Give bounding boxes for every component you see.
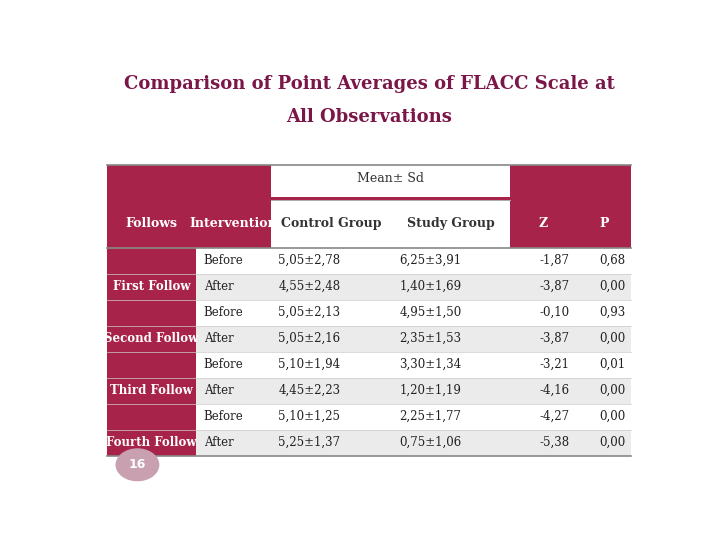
Text: -5,38: -5,38	[540, 436, 570, 449]
Text: Before: Before	[204, 410, 243, 423]
Circle shape	[116, 449, 158, 481]
Bar	[196, 352, 631, 377]
Text: Study Group: Study Group	[408, 217, 495, 231]
Text: 4,55±2,48: 4,55±2,48	[278, 280, 341, 293]
Text: P: P	[599, 217, 608, 231]
Text: 2,25±1,77: 2,25±1,77	[399, 410, 461, 423]
Bar	[196, 274, 631, 300]
Text: 0,00: 0,00	[600, 384, 626, 397]
Text: Z: Z	[539, 217, 548, 231]
Text: Fourth Follow: Fourth Follow	[106, 436, 197, 449]
Text: -0,10: -0,10	[540, 306, 570, 319]
Text: Third Follow: Third Follow	[110, 384, 193, 397]
Bar	[196, 377, 631, 404]
Bar	[196, 300, 631, 326]
Text: -3,87: -3,87	[540, 280, 570, 293]
Text: -1,87: -1,87	[540, 254, 570, 267]
Text: 0,93: 0,93	[600, 306, 626, 319]
Bar	[271, 165, 510, 197]
Bar	[107, 165, 631, 200]
Text: After: After	[204, 332, 233, 345]
Text: 4,45±2,23: 4,45±2,23	[278, 384, 341, 397]
Text: 0,00: 0,00	[600, 332, 626, 345]
Bar	[577, 200, 631, 248]
Text: Follows: Follows	[125, 217, 177, 231]
Text: 0,75±1,06: 0,75±1,06	[399, 436, 462, 449]
Text: -3,87: -3,87	[540, 332, 570, 345]
Text: All Observations: All Observations	[286, 109, 452, 126]
Text: 0,00: 0,00	[600, 280, 626, 293]
Text: 0,00: 0,00	[600, 410, 626, 423]
Text: 0,00: 0,00	[600, 436, 626, 449]
Text: 5,05±2,13: 5,05±2,13	[278, 306, 341, 319]
Text: After: After	[204, 384, 233, 397]
Text: 1,20±1,19: 1,20±1,19	[399, 384, 461, 397]
Text: 5,10±1,25: 5,10±1,25	[278, 410, 341, 423]
Text: 5,05±2,16: 5,05±2,16	[278, 332, 341, 345]
Text: 4,95±1,50: 4,95±1,50	[399, 306, 462, 319]
Text: 0,01: 0,01	[600, 358, 626, 371]
Bar	[196, 430, 631, 456]
Text: -3,21: -3,21	[540, 358, 570, 371]
Text: 5,25±1,37: 5,25±1,37	[278, 436, 341, 449]
Text: 1,40±1,69: 1,40±1,69	[399, 280, 462, 293]
Text: After: After	[204, 436, 233, 449]
Bar	[196, 404, 631, 430]
Text: 5,05±2,78: 5,05±2,78	[278, 254, 341, 267]
Text: -4,16: -4,16	[540, 384, 570, 397]
Text: 3,30±1,34: 3,30±1,34	[399, 358, 462, 371]
Text: 2,35±1,53: 2,35±1,53	[399, 332, 462, 345]
Text: 0,68: 0,68	[600, 254, 626, 267]
Text: First Follow: First Follow	[112, 280, 190, 293]
Text: After: After	[204, 280, 233, 293]
Text: Mean± Sd: Mean± Sd	[357, 172, 424, 185]
Text: Before: Before	[204, 306, 243, 319]
Text: Second Follow: Second Follow	[104, 332, 199, 345]
Text: -4,27: -4,27	[540, 410, 570, 423]
Text: Comparison of Point Averages of FLACC Scale at: Comparison of Point Averages of FLACC Sc…	[124, 75, 614, 93]
Text: 5,10±1,94: 5,10±1,94	[278, 358, 341, 371]
Text: 16: 16	[129, 458, 146, 471]
Text: Before: Before	[204, 254, 243, 267]
Text: Intervention: Intervention	[190, 217, 277, 231]
Bar	[196, 326, 631, 352]
Bar	[196, 248, 631, 274]
Text: Control Group: Control Group	[282, 217, 382, 231]
Text: 6,25±3,91: 6,25±3,91	[399, 254, 462, 267]
Text: Before: Before	[204, 358, 243, 371]
